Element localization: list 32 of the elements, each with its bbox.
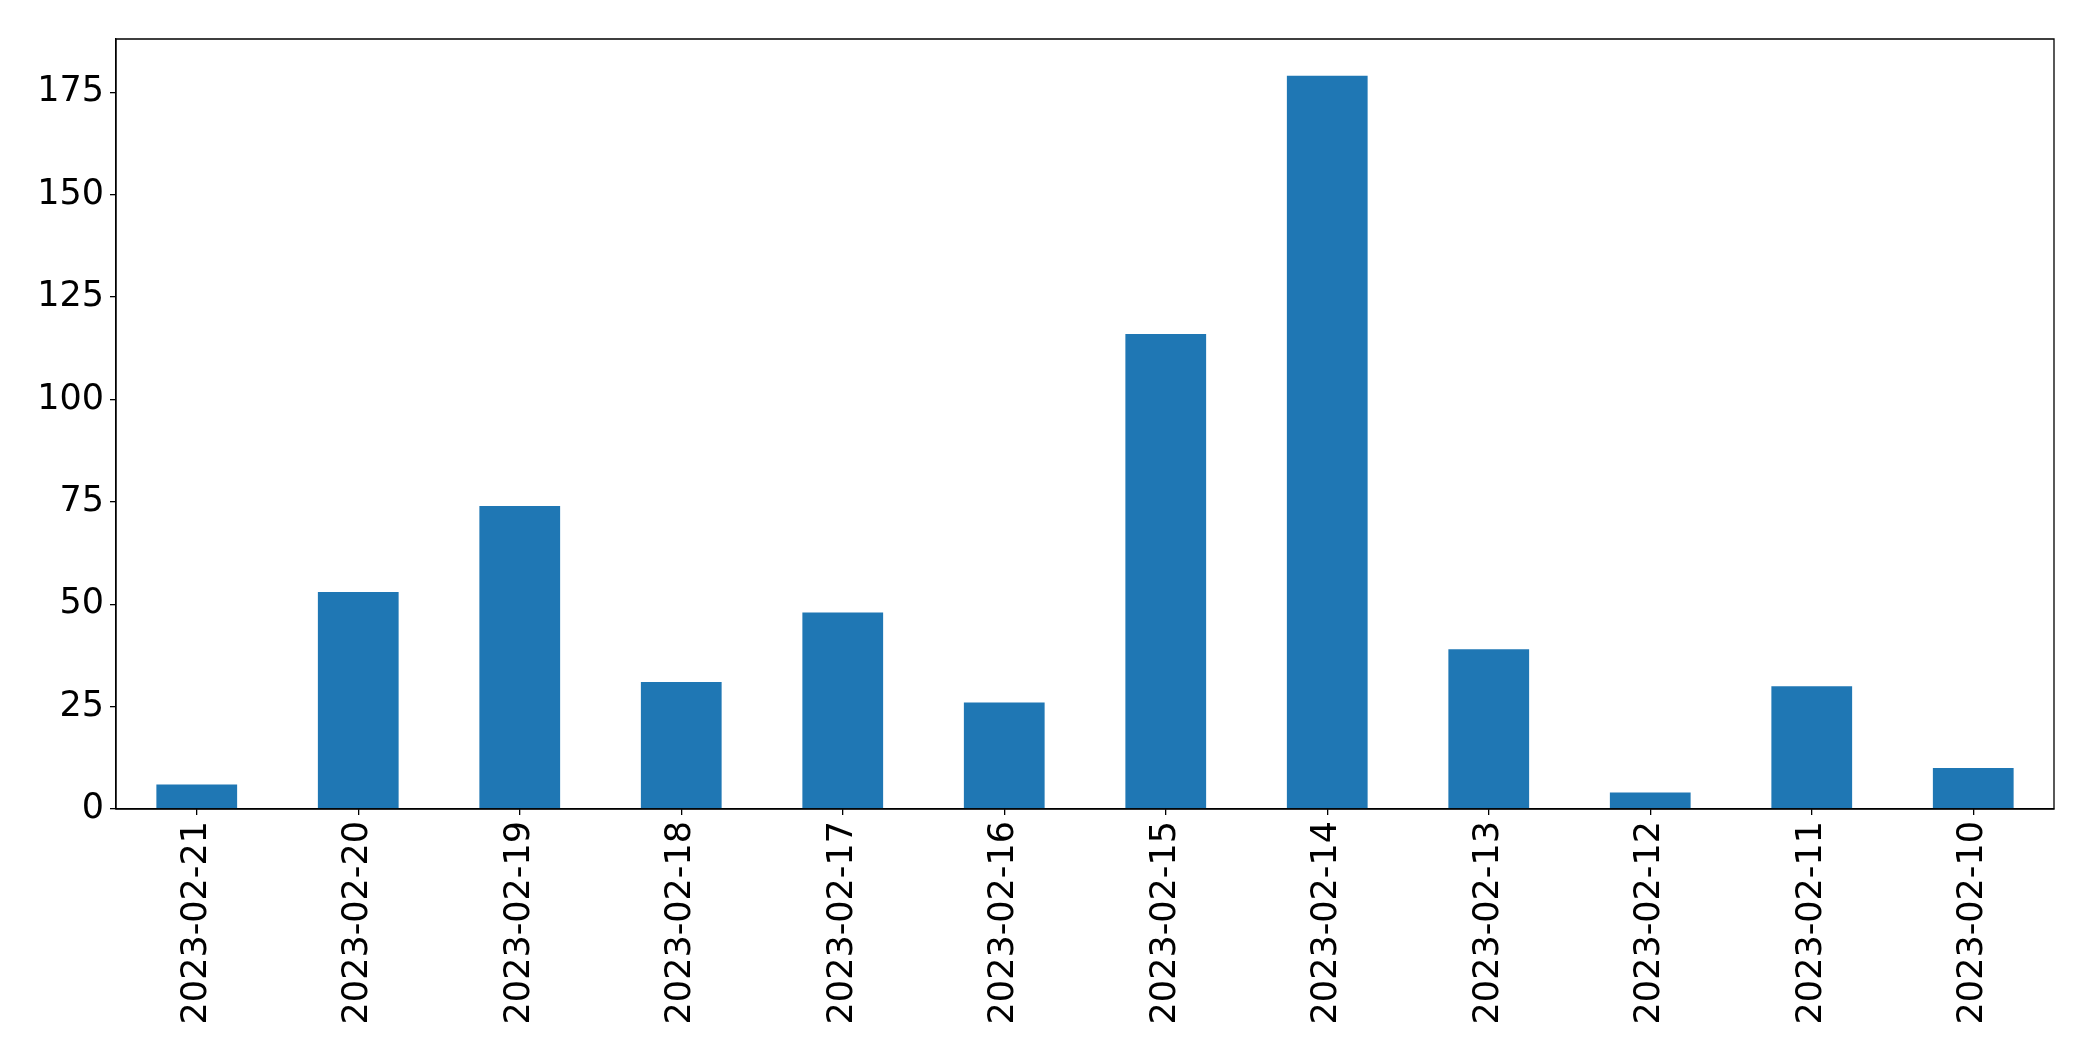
bar bbox=[963, 702, 1045, 809]
x-tick-label: 2023-02-19 bbox=[496, 821, 537, 1025]
x-tick-label: 2023-02-11 bbox=[1788, 821, 1829, 1025]
bar bbox=[1125, 333, 1207, 809]
bar bbox=[1286, 75, 1368, 809]
bar bbox=[1932, 768, 2014, 809]
bar bbox=[802, 612, 884, 809]
y-tick-label: 100 bbox=[37, 376, 104, 417]
x-tick-label: 2023-02-16 bbox=[981, 821, 1022, 1025]
bar bbox=[1771, 686, 1853, 809]
y-tick-label: 25 bbox=[59, 683, 104, 724]
x-tick-label: 2023-02-10 bbox=[1950, 821, 1991, 1025]
y-tick-label: 0 bbox=[81, 786, 104, 827]
y-tick-label: 175 bbox=[37, 69, 104, 110]
x-tick-label: 2023-02-15 bbox=[1142, 821, 1183, 1025]
x-tick-label: 2023-02-20 bbox=[335, 821, 376, 1025]
x-tick-label: 2023-02-13 bbox=[1465, 821, 1506, 1025]
x-tick-label: 2023-02-12 bbox=[1627, 821, 1668, 1025]
y-tick-label: 150 bbox=[37, 171, 104, 212]
x-tick-label: 2023-02-14 bbox=[1304, 821, 1345, 1025]
x-tick-label: 2023-02-18 bbox=[658, 821, 699, 1025]
y-tick-label: 125 bbox=[37, 274, 104, 315]
y-tick-label: 75 bbox=[59, 478, 104, 519]
x-tick-label: 2023-02-21 bbox=[173, 821, 214, 1025]
bar bbox=[640, 682, 722, 809]
y-tick-label: 50 bbox=[59, 581, 104, 622]
bar bbox=[1609, 792, 1691, 809]
bar bbox=[317, 591, 399, 809]
x-tick-label: 2023-02-17 bbox=[819, 821, 860, 1025]
bar bbox=[479, 505, 561, 809]
bar bbox=[1448, 649, 1530, 809]
bar bbox=[156, 784, 238, 809]
